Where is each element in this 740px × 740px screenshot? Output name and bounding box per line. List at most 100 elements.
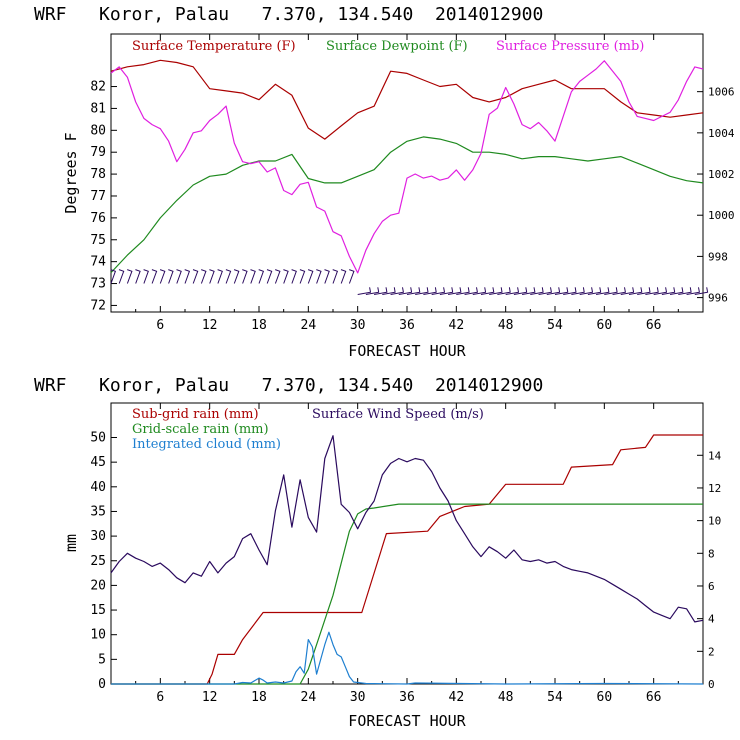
legend-surface-wind-speed: Surface Wind Speed (m/s) [312,407,484,422]
wind-barb [480,287,495,295]
wind-barb [645,287,659,295]
wind-barb [217,269,223,284]
wind-barb [513,287,528,295]
wind-barb [538,287,552,295]
wind-barb [348,269,355,284]
x-tick-label: 6 [156,318,164,333]
wind-barb [596,287,610,295]
y2-tick-label: 1002 [708,168,735,181]
panel1-y-label: Degrees F [62,132,80,213]
x-tick-label: 66 [646,690,662,705]
panel1-title: WRF Koror, Palau 7.370, 134.540 20140129… [34,4,543,25]
x-tick-label: 48 [498,318,514,333]
panel1-legend: Surface Temperature (F) Surface Dewpoint… [132,39,644,54]
legend-surface-dewpoint: Surface Dewpoint (F) [326,39,468,54]
series-line-surface-dewpoint-f [110,136,704,274]
series-line-surface-wind-speed-m-s [110,435,704,623]
wind-barb [398,287,413,295]
wind-barb [192,269,199,284]
y2-tick-label: 998 [708,250,728,263]
panel2-series [110,434,704,685]
y-tick-label: 10 [90,628,106,643]
y2-tick-label: 996 [708,292,728,305]
y-tick-label: 40 [90,480,106,495]
wind-barb [258,269,265,284]
wind-barb [200,269,207,284]
legend-surface-temperature: Surface Temperature (F) [132,39,296,54]
panel-meteogram: WRF Koror, Palau 7.370, 134.540 20140129… [34,4,735,360]
wind-barb [661,287,676,295]
y-tick-label: 45 [90,455,106,470]
wind-barb [489,287,503,295]
wind-barb [390,287,404,295]
x-tick-label: 66 [646,318,662,333]
wind-barb [135,269,141,284]
y2-tick-label: 14 [708,449,722,462]
y2-tick-label: 10 [708,515,721,528]
y-tick-label: 75 [90,233,106,248]
panel1-x-label: FORECAST HOUR [348,342,466,360]
y2-tick-label: 6 [708,580,715,593]
y-tick-label: 0 [98,677,106,692]
wind-barb [176,269,182,284]
x-tick-label: 54 [547,318,563,333]
y2-tick-label: 2 [708,645,715,658]
wind-barb [620,287,635,295]
wind-barb [283,269,289,284]
y2-tick-label: 1000 [708,209,735,222]
series-line-sub-grid-rain-mm [111,434,703,685]
wind-barb [233,269,240,284]
y-tick-label: 20 [90,578,106,593]
panel1-series [110,59,704,274]
panel1-y-axis: 72 73 74 75 76 77 78 79 80 81 82 [90,80,117,313]
x-tick-label: 24 [301,690,317,705]
y-tick-label: 25 [90,554,106,569]
wind-barb [316,269,322,284]
wind-barb [670,287,684,295]
wind-barb [382,287,396,295]
panel-precipitation: WRF Koror, Palau 7.370, 134.540 20140129… [34,375,722,730]
y2-tick-label: 12 [708,482,721,495]
wind-barb [299,269,306,284]
wind-barb [497,287,511,295]
panel2-x-label: FORECAST HOUR [348,712,466,730]
wind-barb [357,287,372,295]
x-tick-label: 60 [597,318,613,333]
wind-barb [340,269,347,284]
panel1-y2-axis: 996 998 1000 1002 1004 1006 [697,86,735,305]
x-tick-label: 24 [301,318,317,333]
wind-barbs [110,269,709,295]
wind-barb [522,287,536,295]
wind-barb [448,287,462,295]
y-tick-label: 30 [90,529,106,544]
wind-barb [365,287,380,295]
x-tick-label: 18 [251,318,267,333]
wind-barb [439,287,454,295]
wind-barb [151,269,158,284]
x-tick-label: 18 [251,690,267,705]
wind-barb [324,269,330,284]
wind-barb [456,287,470,295]
legend-integrated-cloud: Integrated cloud (mm) [132,437,281,452]
panel2-legend: Sub-grid rain (mm) Grid-scale rain (mm) … [132,407,484,452]
wind-barb [686,287,700,295]
wind-barb [291,269,297,284]
y2-tick-label: 8 [708,547,715,560]
series-line-integrated-cloud-mm [111,631,704,685]
wind-barb [546,287,561,295]
y-tick-label: 5 [98,652,106,667]
series-line-surface-pressure-mb [110,60,704,274]
wind-barb [406,287,421,295]
y-tick-label: 79 [90,145,106,160]
y2-tick-label: 0 [708,678,715,691]
wind-barb [431,287,446,295]
wind-barb [612,287,626,295]
legend-gridscale-rain: Grid-scale rain (mm) [132,422,269,437]
wind-barb [184,269,191,284]
y-tick-label: 82 [90,80,106,95]
x-tick-label: 42 [449,318,465,333]
y-tick-label: 50 [90,431,106,446]
wind-barb [423,287,437,295]
wind-barb [374,287,388,295]
